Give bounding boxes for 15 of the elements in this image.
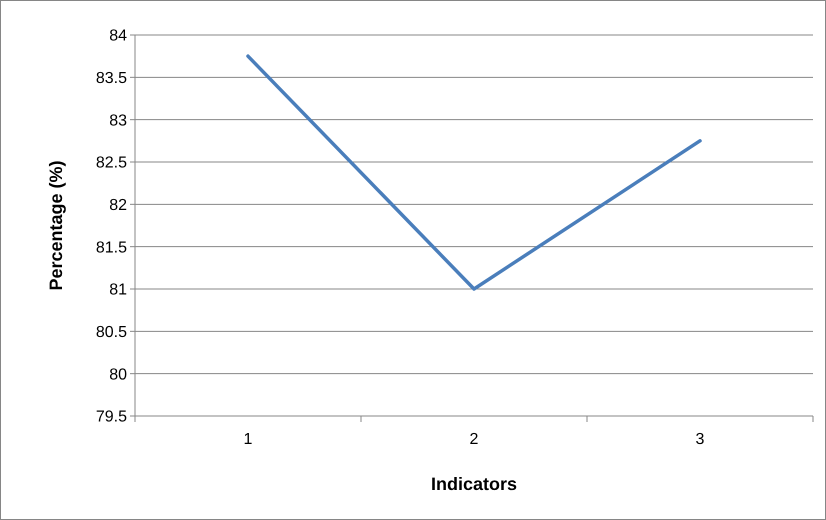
x-axis-title: Indicators <box>430 474 518 494</box>
y-tick-label: 82.5 <box>96 154 128 172</box>
y-axis-title: Percentage (%) <box>46 160 66 291</box>
y-tick-label: 80 <box>109 366 128 384</box>
y-tick-label: 81 <box>109 282 128 299</box>
y-tick-label: 79.5 <box>96 408 128 426</box>
y-tick-label: 82 <box>109 196 128 214</box>
y-tick-label: 81.5 <box>96 239 128 256</box>
x-tick-label: 2 <box>470 431 479 448</box>
x-tick-label: 1 <box>244 431 253 448</box>
y-tick-label: 83.5 <box>96 70 128 87</box>
y-tick-label: 84 <box>109 28 128 45</box>
x-tick-label: 3 <box>696 431 705 448</box>
y-tick-label: 80.5 <box>96 324 128 341</box>
y-tick-label: 83 <box>109 112 128 130</box>
